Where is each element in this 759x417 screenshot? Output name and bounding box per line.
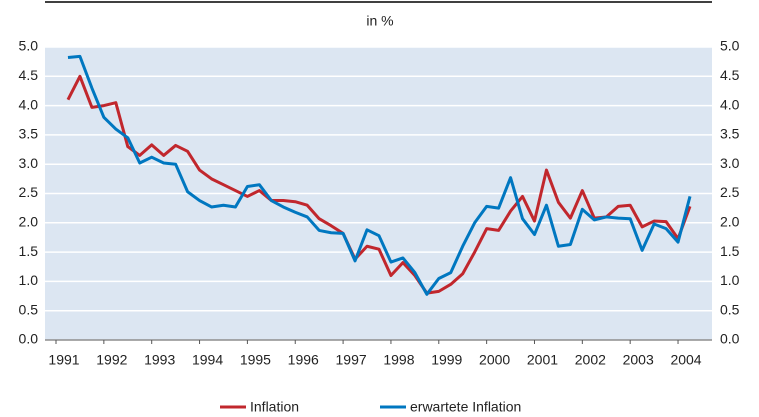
x-tick-label: 1993 (144, 352, 175, 368)
y-tick-label: 0.5 (19, 301, 39, 317)
legend-label: Inflation (250, 399, 299, 415)
y2-tick-label: 4.0 (720, 96, 740, 112)
chart-title: in % (366, 13, 393, 29)
y2-tick-label: 3.5 (720, 126, 740, 142)
y-tick-label: 3.0 (19, 155, 39, 171)
x-tick-label: 2002 (575, 352, 606, 368)
y-tick-label: 0.0 (19, 331, 39, 347)
y-tick-label: 1.0 (19, 272, 39, 288)
x-tick-label: 1999 (431, 352, 462, 368)
y2-tick-label: 1.0 (720, 272, 740, 288)
y2-tick-label: 1.5 (720, 243, 740, 259)
y2-tick-label: 2.5 (720, 184, 740, 200)
y2-tick-label: 0.0 (720, 331, 740, 347)
x-tick-label: 1997 (336, 352, 367, 368)
x-tick-label: 1998 (383, 352, 414, 368)
series-line (66, 74, 692, 295)
x-tick-label: 1994 (192, 352, 223, 368)
y-tick-label: 3.5 (19, 126, 39, 142)
x-tick-label: 2001 (527, 352, 558, 368)
x-tick-label: 1996 (288, 352, 319, 368)
x-tick-label: 1991 (48, 352, 79, 368)
y2-tick-label: 3.0 (720, 155, 740, 171)
y2-tick-label: 4.5 (720, 67, 740, 83)
y-tick-label: 2.5 (19, 184, 39, 200)
x-tick-label: 2004 (670, 352, 701, 368)
x-tick-label: 1992 (96, 352, 127, 368)
x-tick-label: 2000 (479, 352, 510, 368)
y2-tick-label: 5.0 (720, 38, 740, 54)
y-tick-label: 4.0 (19, 96, 39, 112)
y-tick-label: 4.5 (19, 67, 39, 83)
y-tick-label: 2.0 (19, 214, 39, 230)
y2-tick-label: 2.0 (720, 214, 740, 230)
x-tick-label: 1995 (240, 352, 271, 368)
y-tick-label: 5.0 (19, 38, 39, 54)
series-line (67, 54, 692, 296)
x-tick-label: 2003 (623, 352, 654, 368)
y-tick-label: 1.5 (19, 243, 39, 259)
y2-tick-label: 0.5 (720, 301, 740, 317)
legend-label: erwartete Inflation (410, 399, 521, 415)
